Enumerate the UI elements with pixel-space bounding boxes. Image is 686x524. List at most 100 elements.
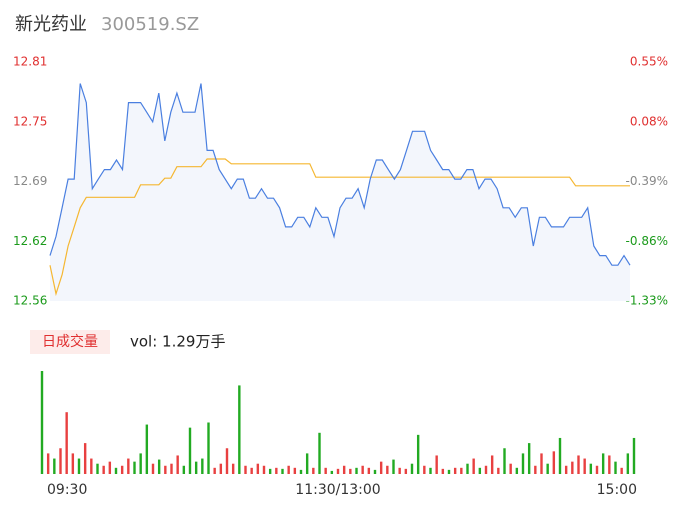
stock-name: 新光药业 [15,14,87,35]
volume-bar [632,437,636,474]
y2-tick-label: 0.08% [630,114,668,128]
volume-bar [324,467,327,474]
volume-bar [484,465,488,474]
volume-bar [305,453,309,474]
volume-bar [509,463,512,474]
volume-bar [238,385,241,474]
volume-bar [336,468,340,474]
volume-bar [120,465,124,474]
volume-bar [96,463,99,474]
volume-bar [534,465,537,474]
volume-bar [244,465,247,474]
volume-bar [571,461,574,474]
volume-bar [410,463,414,474]
volume-bar [256,463,260,474]
volume-bar [355,467,358,474]
volume-bar [423,465,426,474]
x-tick-label: 09:30 [47,482,87,498]
volume-bar [595,465,599,474]
volume-bar [268,468,272,474]
volume-bar [207,422,210,474]
y-tick-label: 12.81 [13,55,47,69]
volume-bar [608,455,611,474]
volume-bar [213,467,216,474]
volume-bar [453,467,457,474]
volume-bar [77,458,81,474]
volume-bar [312,467,315,474]
volume-bar [127,458,130,474]
volume-bar [182,465,186,474]
volume-bar [466,463,469,474]
volume-bar [46,453,50,474]
volume-bar [262,465,266,474]
volume-bar [478,467,482,474]
volume-bar [392,459,395,474]
volume-bar [164,465,167,474]
volume-bar [201,458,204,474]
volume-badge [30,330,110,354]
volume-bar [349,468,352,474]
volume-bar [53,458,56,474]
volume-summary: vol: 1.29万手 [130,333,225,351]
y2-tick-label: -0.39% [626,174,668,188]
volume-bar [299,469,303,474]
volume-bar [386,465,389,474]
volume-bar [176,455,179,474]
y-tick-label: 12.75 [13,114,47,128]
volume-bar [614,461,617,474]
volume-bar [620,467,623,474]
volume-bar [398,467,401,474]
volume-bar [460,467,463,474]
volume-bar [225,448,229,474]
volume-label: 日成交量 [42,333,98,350]
volume-bar [231,463,235,474]
volume-bar [194,461,198,474]
volume-bar [157,459,161,474]
volume-bar [404,468,408,474]
volume-bar [540,453,543,474]
volume-bar [564,465,568,474]
y-tick-label: 12.56 [13,294,47,308]
volume-bar [133,461,136,474]
y-tick-label: 12.62 [13,234,47,248]
volume-bar [250,467,253,474]
volume-bar [108,461,112,474]
volume-bar [429,467,432,474]
price-area [50,83,630,301]
volume-bar [373,469,377,474]
stock-code: 300519.SZ [101,14,199,35]
y2-tick-label: -1.33% [626,294,668,308]
volume-bar [577,455,580,474]
x-tick-label: 15:00 [597,482,637,498]
volume-bar [330,470,334,474]
volume-bar [293,467,297,474]
price-line [49,83,631,266]
volume-bar [342,465,346,474]
volume-bar [281,468,284,474]
volume-bar [601,453,605,474]
volume-bar [379,461,383,474]
volume-bar [65,412,68,474]
volume-bar [441,468,445,474]
volume-bar [188,427,192,474]
volume-bar [145,424,149,474]
volume-bar [552,451,556,474]
y2-tick-label: -0.86% [626,234,668,248]
volume-bar [275,467,278,474]
volume-bar [139,453,142,474]
volume-bar [626,453,630,474]
x-tick-label: 11:30/13:00 [295,482,380,498]
volume-bar [367,467,371,474]
volume-bar [170,463,173,474]
volume-bar [59,448,62,474]
volume-bar [490,455,494,474]
volume-bar [521,453,525,474]
volume-bar [503,448,506,474]
volume-bar [318,432,321,474]
volume-bar [527,443,531,474]
volume-bar [497,467,500,474]
volume-bar [416,434,420,474]
volume-bar [287,465,290,474]
volume-bar [151,463,155,474]
